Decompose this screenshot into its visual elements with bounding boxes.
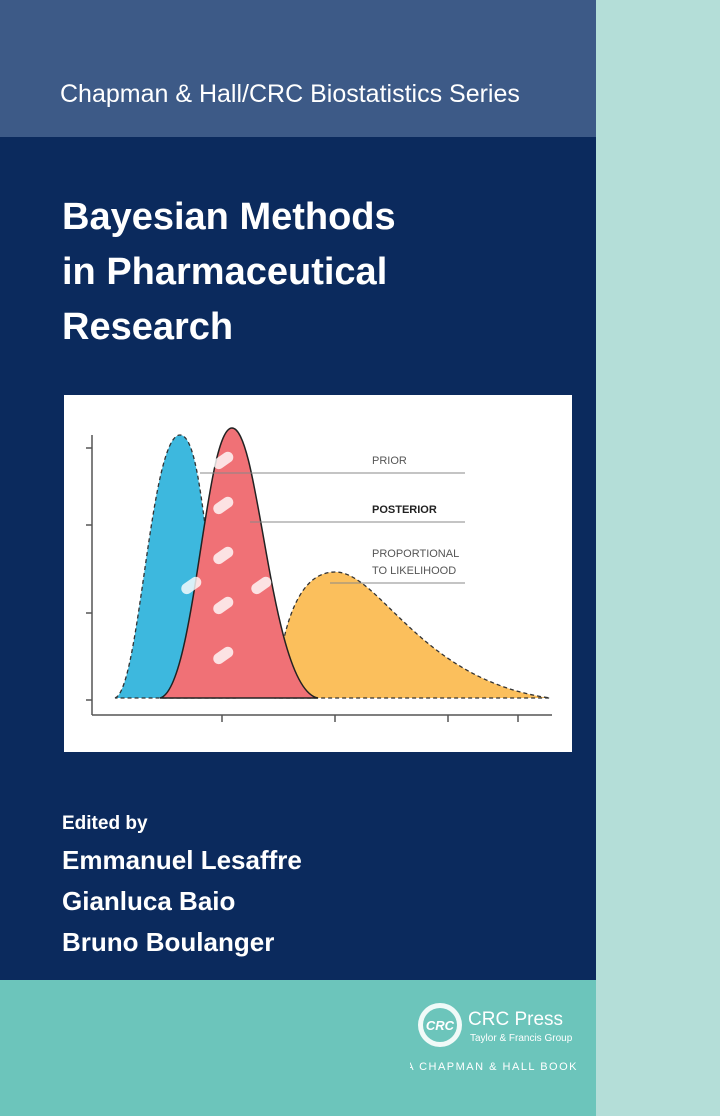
title-line: Research: [62, 306, 234, 348]
illustration: PRIOR POSTERIOR PROPORTIONAL TO LIKELIHO…: [64, 395, 572, 752]
series-title: Chapman & Hall/CRC Biostatistics Series: [60, 80, 520, 108]
label-likelihood: TO LIKELIHOOD: [372, 565, 456, 577]
editor-name: Gianluca Baio: [62, 886, 236, 916]
editor-name: Bruno Boulanger: [62, 927, 275, 957]
label-likelihood: PROPORTIONAL: [372, 548, 459, 560]
imprint: A CHAPMAN & HALL BOOK: [410, 1061, 578, 1073]
series-band: [0, 0, 596, 137]
editor-name: Emmanuel Lesaffre: [62, 845, 302, 875]
title-line: Bayesian Methods: [62, 196, 396, 238]
logo-text: CRC: [426, 1018, 455, 1033]
side-stripe: [596, 0, 720, 1116]
publisher-name: CRC Press: [468, 1009, 563, 1030]
edited-by: Edited by: [62, 813, 148, 834]
publisher-logo: CRC CRC Press Taylor & Francis Group A C…: [410, 1003, 578, 1073]
title-line: in Pharmaceutical: [62, 251, 388, 293]
publisher-band: [0, 980, 596, 1116]
label-prior: PRIOR: [372, 455, 407, 467]
publisher-group: Taylor & Francis Group: [470, 1033, 573, 1044]
label-posterior: POSTERIOR: [372, 504, 437, 516]
